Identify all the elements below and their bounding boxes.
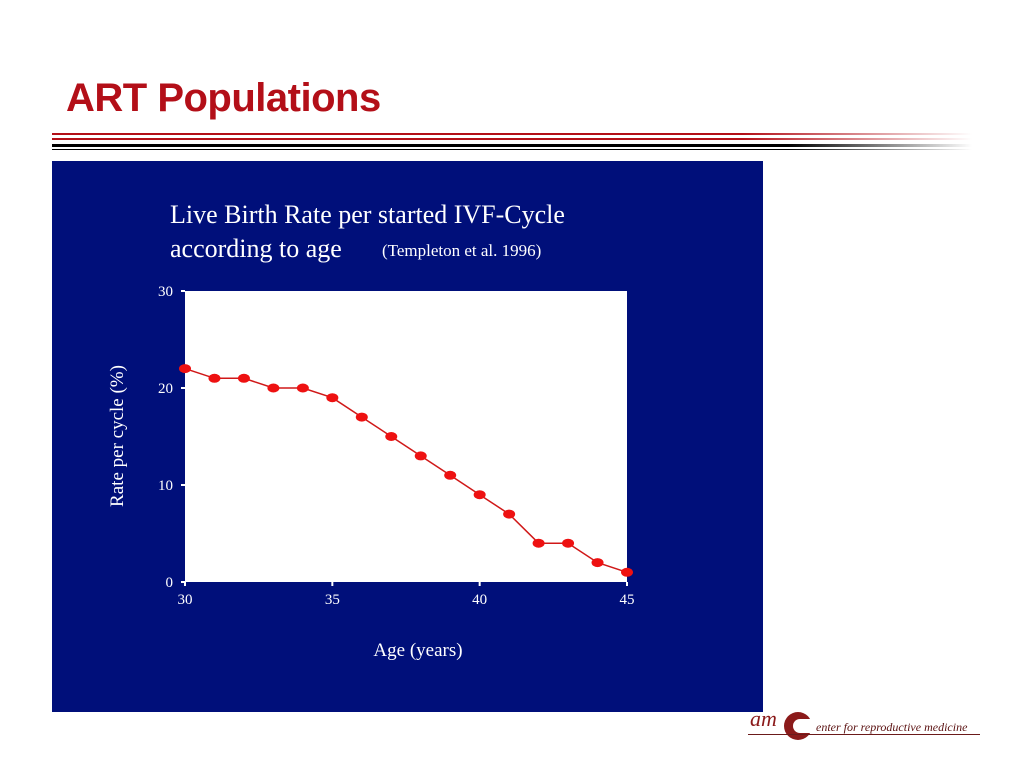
chart-panel: Live Birth Rate per started IVF-Cycle ac… <box>52 161 763 712</box>
data-point <box>444 470 457 480</box>
data-point <box>621 567 633 577</box>
y-axis: 0 10 20 30 <box>158 284 185 591</box>
logo-underline <box>748 734 980 735</box>
data-point <box>267 383 280 393</box>
data-point <box>355 412 368 422</box>
data-point <box>326 393 339 403</box>
data-point <box>414 451 427 461</box>
data-point <box>503 509 516 519</box>
x-axis-label: Age (years) <box>373 640 462 661</box>
logo-text: enter for reproductive medicine <box>816 720 968 734</box>
y-tick-label: 20 <box>158 381 173 397</box>
x-tick-label: 35 <box>325 592 340 608</box>
plot-area <box>185 291 627 582</box>
series-group <box>179 364 633 577</box>
chart-source: (Templeton et al. 1996) <box>382 241 541 260</box>
chart-title-line2: according to age <box>170 234 342 263</box>
y-tick-label: 30 <box>158 284 173 300</box>
chart-title: Live Birth Rate per started IVF-Cycle <box>170 200 565 229</box>
title-divider <box>52 133 972 150</box>
slide-title: ART Populations <box>66 76 381 120</box>
x-tick-label: 45 <box>620 592 635 608</box>
data-point <box>179 364 191 374</box>
x-tick-label: 30 <box>178 592 193 608</box>
series-line <box>184 367 628 574</box>
y-axis-label: Rate per cycle (%) <box>107 365 128 507</box>
y-tick-label: 10 <box>158 478 173 494</box>
data-point <box>296 383 309 393</box>
data-point <box>385 432 398 441</box>
data-point <box>532 538 545 548</box>
data-point <box>208 373 221 383</box>
center-logo: am enter for reproductive medicine <box>748 704 988 750</box>
logo-mark: am <box>750 706 777 731</box>
logo-c-icon <box>784 712 812 740</box>
y-tick-label: 0 <box>166 575 174 591</box>
data-point <box>562 538 575 548</box>
data-point <box>237 373 250 383</box>
data-point <box>473 490 486 500</box>
x-tick-label: 40 <box>472 592 487 608</box>
data-point <box>591 558 604 568</box>
line-chart: Live Birth Rate per started IVF-Cycle ac… <box>107 200 635 661</box>
x-axis: 30 35 40 45 <box>178 582 635 608</box>
